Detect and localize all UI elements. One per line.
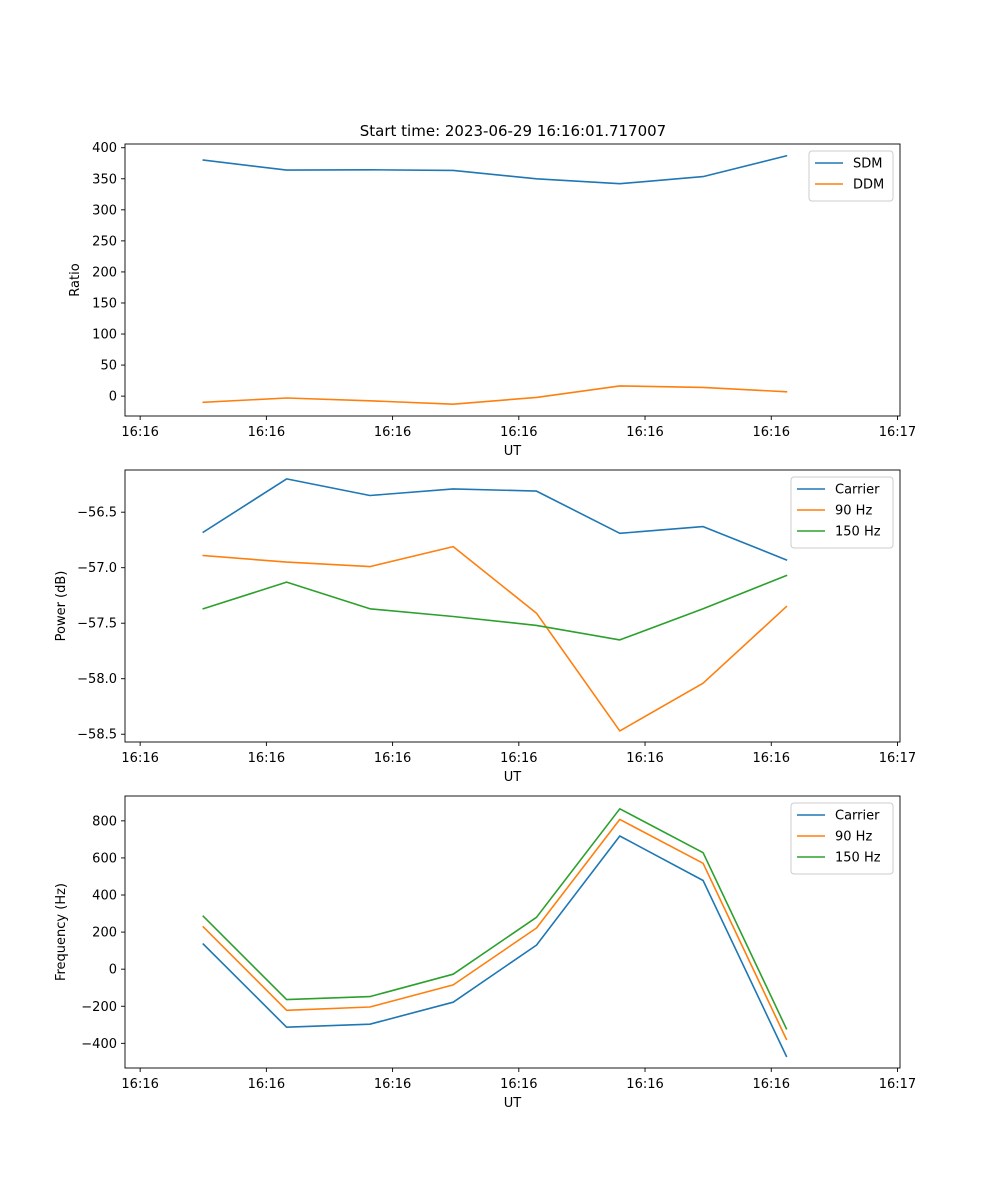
x-tick-label: 16:16	[626, 425, 663, 440]
y-tick-label: 200	[92, 265, 117, 280]
y-tick-label: 350	[92, 172, 117, 187]
y-tick-label: −57.0	[77, 561, 117, 576]
x-tick-label: 16:16	[626, 1077, 663, 1092]
axes-frame	[124, 143, 901, 417]
subplot-1: 16:16 16:16 16:16 16:16 16:16 16:16 16:17 0 50 10…	[68, 141, 916, 459]
y-axis-label: Frequency (Hz)	[54, 883, 69, 981]
series-line-150-hz	[202, 807, 788, 1030]
legend: SDM DDM	[808, 150, 894, 202]
x-tick-label: 16:16	[248, 1077, 285, 1092]
y-tick-label: −400	[81, 1037, 117, 1052]
x-tick-label: 16:16	[500, 425, 537, 440]
x-axis-label: UT	[504, 444, 522, 459]
legend-label: 150 Hz	[835, 851, 881, 866]
y-tick-label: −58.0	[77, 672, 117, 687]
subplot-3: 16:16 16:16 16:16 16:16 16:16 16:16 16:17 −400 −…	[54, 795, 916, 1111]
legend-label: Carrier	[835, 809, 880, 824]
y-tick-label: 0	[109, 963, 117, 978]
legend-label: 150 Hz	[835, 525, 881, 540]
x-tick-label: 16:17	[879, 1077, 916, 1092]
x-tick-label: 16:16	[121, 751, 158, 766]
x-tick-label: 16:17	[879, 425, 916, 440]
y-tick-label: −57.5	[77, 617, 117, 632]
x-tick-label: 16:16	[500, 1077, 537, 1092]
y-tick-label: −56.5	[77, 506, 117, 521]
y-axis-label: Power (dB)	[54, 571, 69, 642]
y-tick-label: 400	[92, 141, 117, 156]
y-tick-label: 800	[92, 814, 117, 829]
x-tick-label: 16:17	[879, 751, 916, 766]
series-line-ddm	[202, 385, 788, 406]
x-tick-label: 16:16	[374, 751, 411, 766]
legend-label: DDM	[853, 178, 884, 193]
legend-label: 90 Hz	[835, 830, 872, 845]
y-tick-label: 150	[92, 296, 117, 311]
x-tick-label: 16:16	[374, 1077, 411, 1092]
x-tick-label: 16:16	[753, 1077, 790, 1092]
series-line-150-hz	[202, 574, 788, 641]
x-tick-label: 16:16	[248, 425, 285, 440]
legend-label: Carrier	[835, 483, 880, 498]
x-tick-label: 16:16	[753, 751, 790, 766]
y-tick-label: 250	[92, 234, 117, 249]
x-tick-label: 16:16	[374, 425, 411, 440]
legend: Carrier 90 Hz 150 Hz	[790, 802, 894, 875]
x-tick-label: 16:16	[626, 751, 663, 766]
series-line-carrier	[202, 478, 788, 561]
y-tick-label: −58.5	[77, 728, 117, 743]
axes-frame	[124, 469, 901, 743]
series-line-90-hz	[202, 545, 788, 732]
series-line-90-hz	[202, 818, 788, 1041]
y-tick-label: 300	[92, 203, 117, 218]
x-tick-label: 16:16	[753, 425, 790, 440]
legend-label: 90 Hz	[835, 504, 872, 519]
y-tick-label: 100	[92, 328, 117, 343]
y-tick-label: 0	[109, 390, 117, 405]
legend: Carrier 90 Hz 150 Hz	[790, 476, 894, 549]
x-tick-label: 16:16	[121, 1077, 158, 1092]
x-tick-label: 16:16	[500, 751, 537, 766]
x-axis-label: UT	[504, 1096, 522, 1111]
y-tick-label: 200	[92, 926, 117, 941]
y-axis-label: Ratio	[68, 263, 83, 296]
subplots: 16:16 16:16 16:16 16:16 16:16 16:16 16:17 0 50 10…	[54, 141, 916, 1111]
y-tick-label: 50	[100, 359, 117, 374]
figure-suptitle: Start time: 2023-06-29 16:16:01.717007	[360, 122, 666, 140]
series-line-sdm	[202, 154, 788, 185]
series-line-carrier	[202, 835, 788, 1058]
legend-label: SDM	[853, 157, 882, 172]
x-axis-label: UT	[504, 770, 522, 785]
subplot-2: 16:16 16:16 16:16 16:16 16:16 16:16 16:17 −56.5…	[54, 469, 916, 785]
x-tick-label: 16:16	[248, 751, 285, 766]
y-tick-label: −200	[81, 1000, 117, 1015]
x-tick-label: 16:16	[121, 425, 158, 440]
y-tick-label: 400	[92, 889, 117, 904]
y-tick-label: 600	[92, 851, 117, 866]
